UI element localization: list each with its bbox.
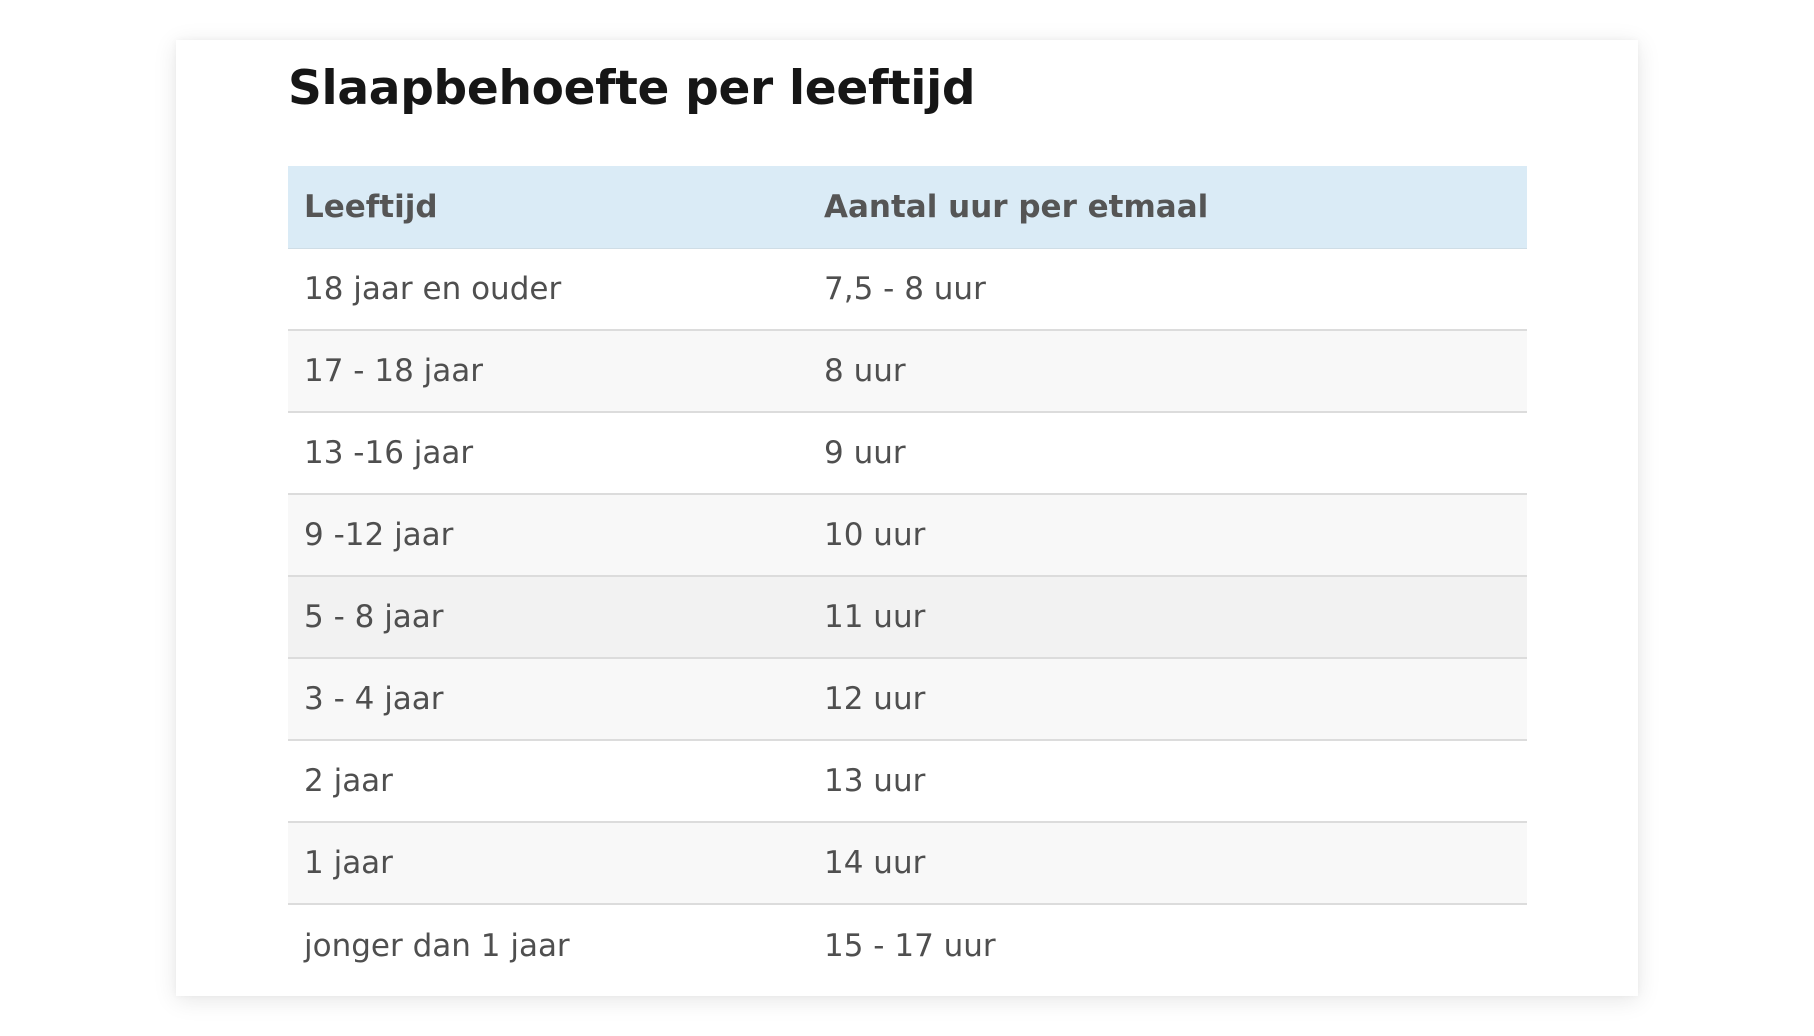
hours-cell: 12 uur [808,658,1527,741]
age-cell: 5 - 8 jaar [288,576,808,659]
age-cell: 1 jaar [288,822,808,905]
age-cell: 13 -16 jaar [288,412,808,495]
table-row: 5 - 8 jaar 11 uur [288,576,1527,659]
column-header-age: Leeftijd [288,166,808,249]
age-cell: 9 -12 jaar [288,494,808,577]
hours-cell: 14 uur [808,822,1527,905]
hours-cell: 10 uur [808,494,1527,577]
table-row: jonger dan 1 jaar 15 - 17 uur [288,904,1527,986]
table-row: 17 - 18 jaar 8 uur [288,330,1527,413]
age-cell: 3 - 4 jaar [288,658,808,741]
hours-cell: 15 - 17 uur [808,904,1527,986]
table-row: 2 jaar 13 uur [288,740,1527,823]
age-cell: 2 jaar [288,740,808,823]
age-cell: 17 - 18 jaar [288,330,808,413]
column-header-hours: Aantal uur per etmaal [808,166,1527,249]
hours-cell: 13 uur [808,740,1527,823]
table-row: 1 jaar 14 uur [288,822,1527,905]
hours-cell: 8 uur [808,330,1527,413]
hours-cell: 11 uur [808,576,1527,659]
table-row: 13 -16 jaar 9 uur [288,412,1527,495]
hours-cell: 7,5 - 8 uur [808,248,1527,331]
page-title: Slaapbehoefte per leeftijd [288,61,976,116]
age-cell: jonger dan 1 jaar [288,904,808,986]
age-cell: 18 jaar en ouder [288,248,808,331]
table-row: 9 -12 jaar 10 uur [288,494,1527,577]
content-card: Slaapbehoefte per leeftijd Leeftijd Aant… [176,40,1638,996]
table-row: 18 jaar en ouder 7,5 - 8 uur [288,248,1527,331]
table-header-row: Leeftijd Aantal uur per etmaal [288,166,1527,249]
sleep-table: Leeftijd Aantal uur per etmaal 18 jaar e… [288,166,1527,986]
table-row: 3 - 4 jaar 12 uur [288,658,1527,741]
hours-cell: 9 uur [808,412,1527,495]
